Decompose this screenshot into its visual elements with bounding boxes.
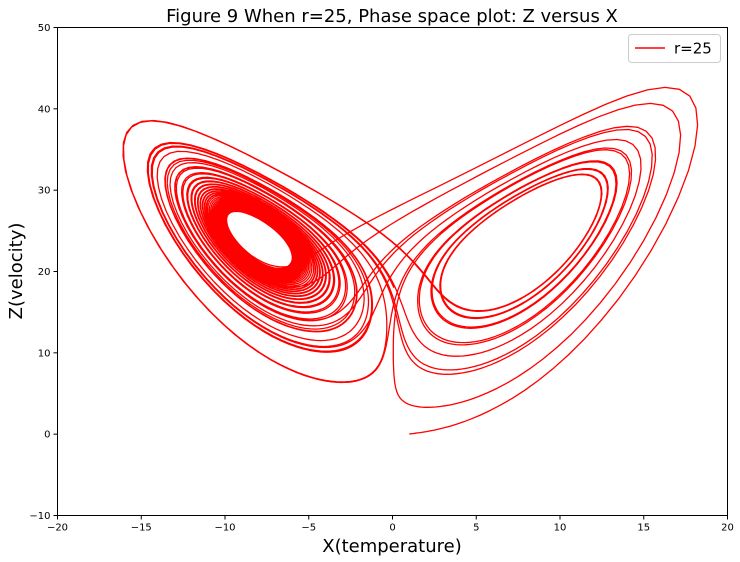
x-axis: −20 −15 −10 −5 0 5 10 15 20 [47, 515, 734, 534]
y-tick-label: 20 [38, 267, 51, 278]
legend-label-r25: r=25 [674, 40, 712, 58]
plot-area [57, 27, 728, 516]
legend-box [628, 34, 721, 63]
x-tick-label: −20 [47, 523, 68, 534]
x-tick-label: 15 [637, 523, 650, 534]
x-tick-label: −15 [131, 523, 152, 534]
y-tick-label: 40 [38, 104, 51, 115]
y-axis-label: Z(velocity) [6, 223, 27, 320]
x-tick-label: 0 [389, 523, 395, 534]
x-tick-label: 20 [721, 523, 734, 534]
legend: r=25 [628, 34, 721, 63]
y-tick-label: 50 [38, 23, 51, 34]
x-tick-label: 5 [473, 523, 479, 534]
y-tick-label: 30 [38, 186, 51, 197]
y-axis: −10 0 10 20 30 40 50 [29, 23, 58, 522]
x-tick-label: −10 [214, 523, 235, 534]
y-tick-label: 10 [38, 348, 51, 359]
y-tick-label: 0 [44, 430, 50, 441]
x-tick-label: 10 [554, 523, 567, 534]
x-tick-label: −5 [301, 523, 316, 534]
x-axis-label: X(temperature) [322, 536, 462, 557]
series-line-r25 [122, 86, 699, 435]
y-tick-label: −10 [29, 511, 50, 522]
chart-title: Figure 9 When r=25, Phase space plot: Z … [166, 6, 618, 27]
